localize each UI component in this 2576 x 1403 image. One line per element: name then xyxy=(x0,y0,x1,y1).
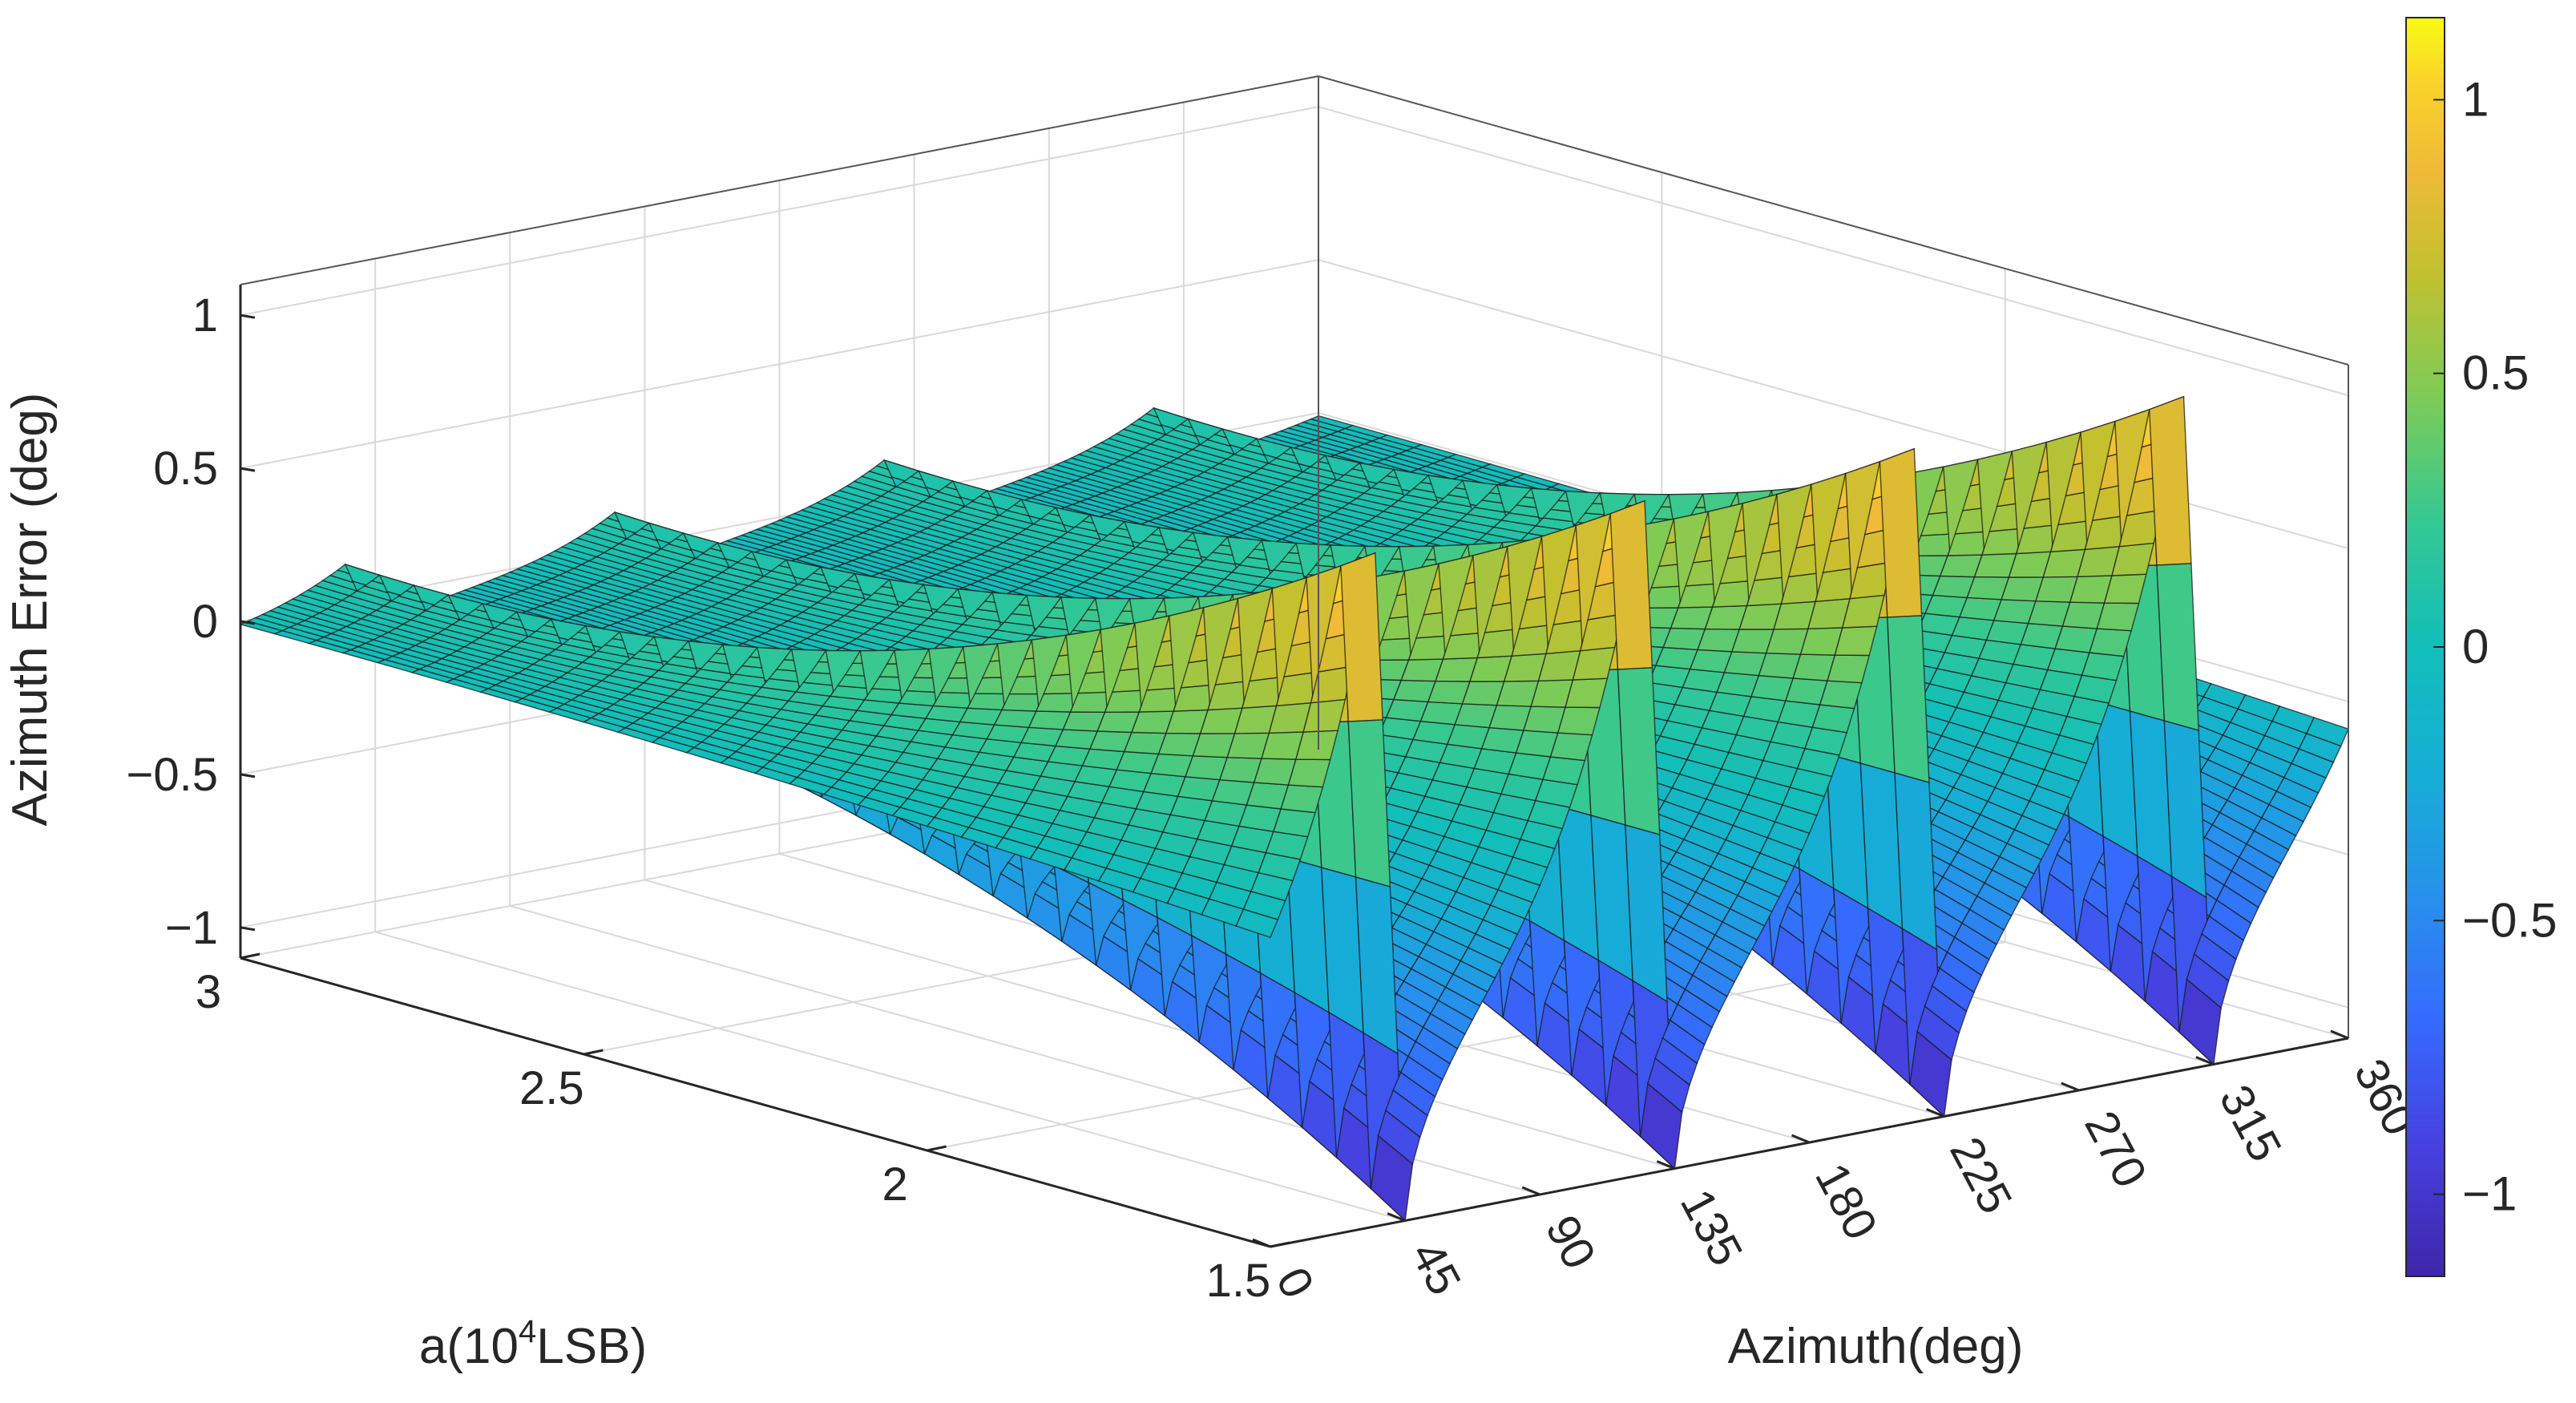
surface-patch xyxy=(1819,680,1863,710)
surface-patch xyxy=(2081,652,2125,681)
surface-patch xyxy=(1565,677,1609,709)
surface-patch xyxy=(1272,808,1316,838)
surface-patch xyxy=(1549,732,1593,762)
a-tick xyxy=(927,1145,947,1152)
z-tick-label: 0.5 xyxy=(153,443,218,495)
z-tick-label: −1 xyxy=(165,902,218,954)
surface-patch xyxy=(2148,395,2192,566)
grid-line-x-floor xyxy=(374,931,1406,1222)
y-axis-title: a(104LSB) xyxy=(419,1314,647,1374)
z-axis-title: Azimuth Error (deg) xyxy=(2,393,58,827)
colorbar-tick-label: 1 xyxy=(2462,72,2489,126)
z-tick xyxy=(240,926,256,932)
surface-patch xyxy=(1542,756,1586,786)
grid-line-z xyxy=(240,106,2349,397)
z-tick xyxy=(240,773,256,778)
a-axis-line xyxy=(240,956,1271,1248)
y-axis-title-sup: 4 xyxy=(519,1314,536,1349)
colorbar-tick-label: −0.5 xyxy=(2462,893,2557,947)
a-tick-label: 1.5 xyxy=(1206,1255,1271,1307)
surface-patch xyxy=(1287,758,1331,788)
surface-patch xyxy=(1879,447,1923,618)
x-axis-title: Azimuth(deg) xyxy=(1728,1319,2024,1374)
a-tick-label: 2 xyxy=(882,1158,908,1211)
surface-patch xyxy=(1609,499,1653,670)
azimuth-tick-label: 135 xyxy=(1670,1181,1753,1274)
surface-patch xyxy=(1834,625,1878,657)
azimuth-tick-label: 315 xyxy=(2209,1077,2291,1170)
surface-patch xyxy=(1617,667,1661,836)
surface-patch xyxy=(2103,573,2147,604)
surface-patch xyxy=(2089,628,2133,657)
y-axis-title-rest: LSB) xyxy=(536,1319,647,1374)
surface-patch xyxy=(2156,563,2199,732)
azimuth-tick-label: 270 xyxy=(2074,1103,2157,1196)
surface-patch xyxy=(1811,704,1855,734)
surface-patch xyxy=(1887,615,1930,784)
surface-mesh xyxy=(238,395,2349,1223)
surface-patch xyxy=(1827,654,1871,684)
a-tick xyxy=(240,952,260,960)
azimuth-tick-label: 180 xyxy=(1805,1155,1888,1248)
azimuth-tick-label: 0 xyxy=(1266,1259,1325,1307)
surface-patch xyxy=(1557,706,1601,736)
y-axis-title-base: a(10 xyxy=(419,1319,519,1374)
surface-patch xyxy=(1280,784,1324,814)
surface-patch xyxy=(1294,730,1339,761)
surface-patch xyxy=(1347,719,1391,888)
azimuth-tick-label: 45 xyxy=(1401,1233,1472,1303)
z-tick-label: 0 xyxy=(192,596,218,648)
colorbar: −1 −0.5 0 0.5 1 xyxy=(2405,17,2557,1277)
surface-patch xyxy=(1340,552,1383,722)
box-edge xyxy=(1318,75,2349,366)
azimuth-tick-label: 225 xyxy=(1940,1129,2022,1222)
a-tick-label: 3 xyxy=(196,966,221,1018)
z-tick-label: 1 xyxy=(192,289,218,342)
colorbar-tick-label: −1 xyxy=(2462,1167,2517,1221)
z-tick xyxy=(240,467,256,472)
colorbar-tick-label: 0.5 xyxy=(2462,346,2529,400)
grid-line-x-floor xyxy=(644,879,1675,1170)
z-tick xyxy=(240,313,256,319)
azimuth-tick-label: 90 xyxy=(1536,1207,1606,1277)
colorbar-tick-label: 0 xyxy=(2462,620,2489,673)
surface-patch xyxy=(2096,602,2140,632)
z-tick-label: −0.5 xyxy=(127,749,219,801)
a-tick-label: 2.5 xyxy=(519,1062,584,1114)
a-tick xyxy=(583,1049,604,1056)
